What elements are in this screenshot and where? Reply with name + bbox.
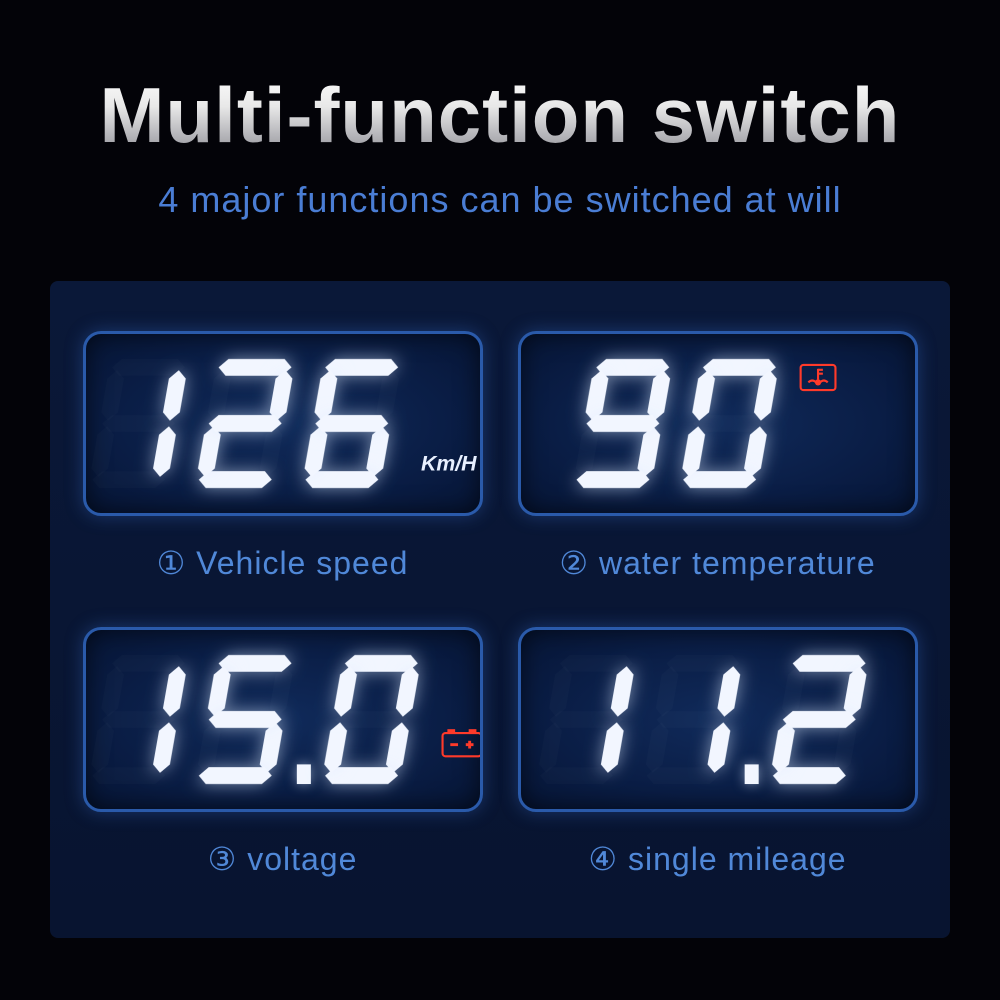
cell-mileage: ④ single mileage (515, 627, 920, 878)
cell-voltage: ③ voltage (80, 627, 485, 878)
infographic-container: Multi-function switch 4 major functions … (0, 0, 1000, 1000)
thermometer-icon (800, 365, 835, 390)
label-voltage: ③ voltage (208, 840, 358, 878)
battery-icon (442, 729, 479, 756)
display-voltage (83, 627, 483, 812)
svg-text:Km/H: Km/H (420, 451, 476, 475)
cell-water-temp: ② water temperature (515, 331, 920, 582)
display-panel: Km/H ① Vehicle speed ② water temperature… (50, 281, 950, 938)
display-water-temp (518, 331, 918, 516)
label-water-temp: ② water temperature (559, 544, 875, 582)
label-mileage: ④ single mileage (588, 840, 846, 878)
main-title: Multi-function switch (100, 70, 901, 161)
label-speed: ① Vehicle speed (157, 544, 409, 582)
cell-speed: Km/H ① Vehicle speed (80, 331, 485, 582)
subtitle: 4 major functions can be switched at wil… (158, 179, 841, 221)
display-speed: Km/H (83, 331, 483, 516)
display-mileage (518, 627, 918, 812)
